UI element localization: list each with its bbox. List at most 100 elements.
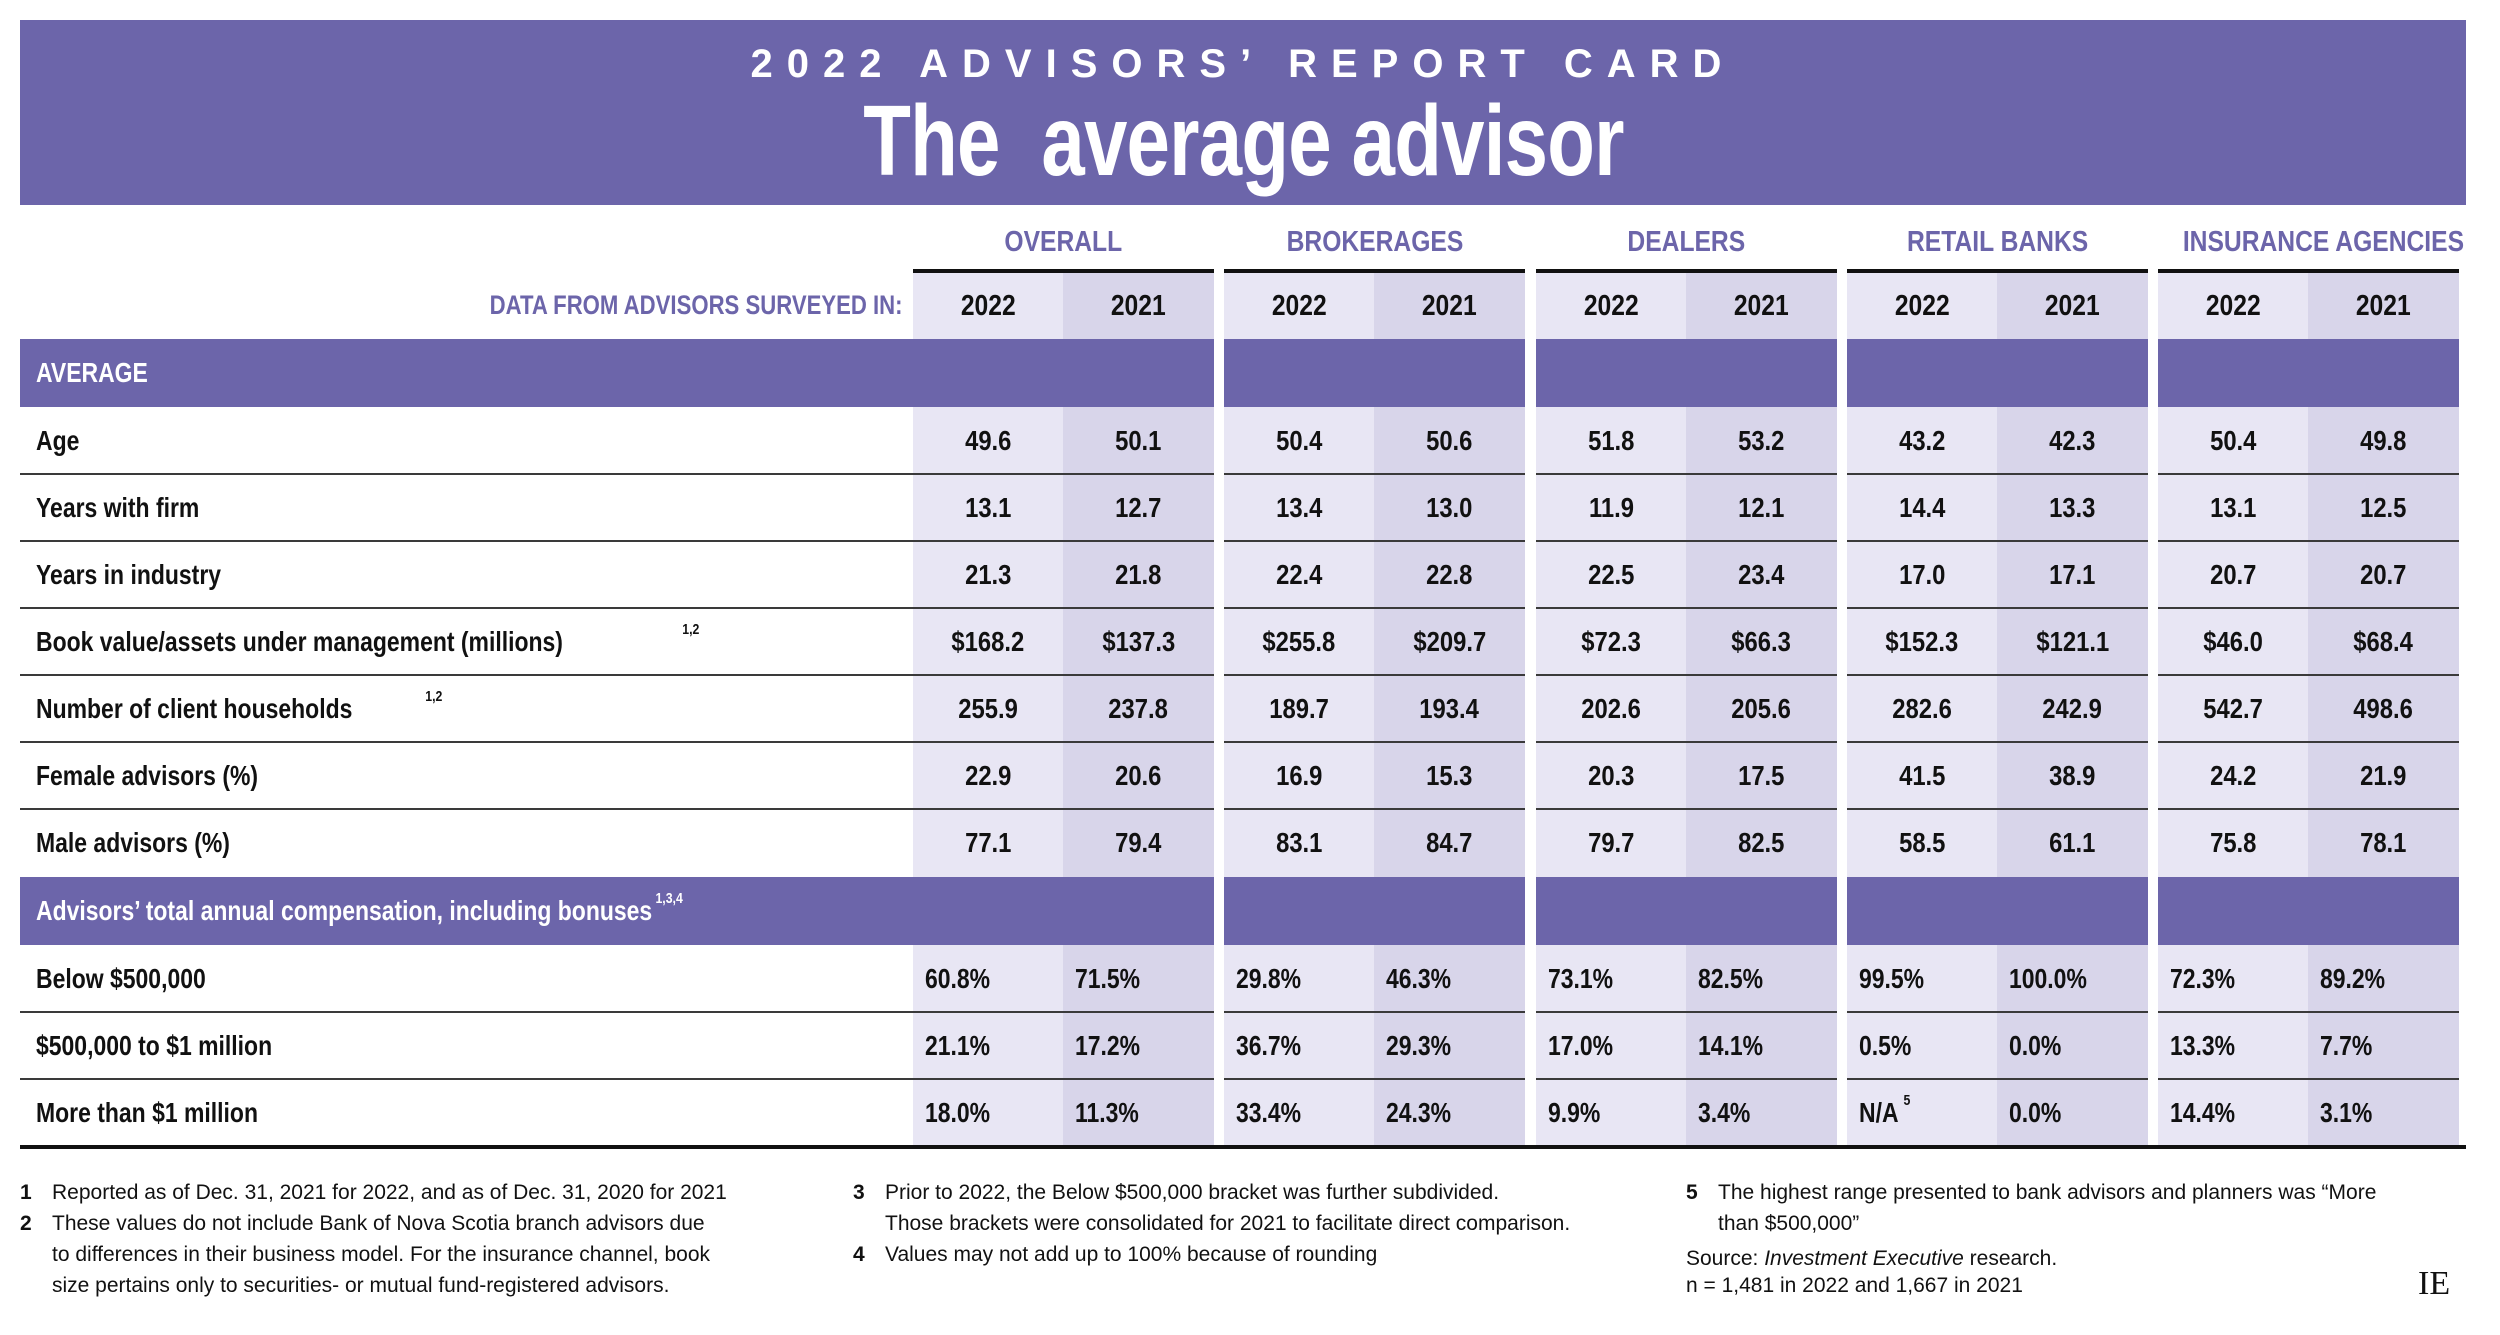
row-label-text: $500,000 to $1 million [36, 1030, 273, 1061]
year-header: 2022 [1847, 273, 1997, 339]
year-header: 2022 [2158, 273, 2308, 339]
table-cell: $68.4 [2308, 608, 2459, 675]
sample-size: n = 1,481 in 2022 and 1,667 in 2021 [1686, 1274, 2023, 1297]
cell-value: 33.4% [1236, 1097, 1302, 1128]
table-cell: 29.3% [1374, 1012, 1525, 1079]
table-cell: 498.6 [2308, 675, 2459, 742]
year-column-2021: 2021 50.6 13.0 22.8 $209.7 193.4 15.3 84.7 46.3%… [1374, 273, 1525, 1147]
row-divider [20, 1011, 913, 1013]
table-cell: 53.2 [1686, 407, 1837, 474]
row-divider [1536, 1078, 1837, 1080]
row-divider [20, 674, 913, 676]
cell-value: 11.3% [1075, 1097, 1139, 1128]
year-header-text: 2021 [1111, 290, 1166, 322]
table-cell: 79.4 [1063, 809, 1214, 876]
table-cell: 41.5 [1847, 742, 1997, 809]
table-cell: 73.1% [1536, 945, 1686, 1012]
row-divider [2158, 808, 2459, 810]
year-header-text: 2021 [2045, 290, 2100, 322]
table-cell: 542.7 [2158, 675, 2308, 742]
cell-value: 43.2 [1898, 425, 1946, 456]
table-cell: 13.3% [2158, 1012, 2308, 1079]
cell-value: 100.0% [2009, 963, 2087, 994]
cell-value: 21.3 [964, 559, 1012, 590]
survey-year-label: DATA FROM ADVISORS SURVEYED IN: [300, 285, 903, 325]
table-cell: 22.4 [1224, 541, 1374, 608]
cell-value: $152.3 [1885, 626, 1959, 657]
row-divider [1536, 741, 1837, 743]
table-cell: 24.3% [1374, 1079, 1525, 1146]
row-divider [2158, 674, 2459, 676]
table-cell: 75.8 [2158, 809, 2308, 876]
cell-value: 14.1% [1698, 1030, 1764, 1061]
row-divider [2158, 473, 2459, 475]
table-cell: 61.1 [1997, 809, 2148, 876]
cell-value: 12.1 [1738, 492, 1785, 523]
table-cell: 22.8 [1374, 541, 1525, 608]
table-cell: 100.0% [1997, 945, 2148, 1012]
cell-value: 202.6 [1581, 693, 1641, 724]
cell-value: $137.3 [1102, 626, 1175, 657]
cell-value: 189.7 [1269, 693, 1329, 724]
table-cell: 11.9 [1536, 474, 1686, 541]
cell-value: 58.5 [1898, 827, 1946, 858]
cell-value: 20.7 [2360, 559, 2407, 590]
cell-value: 11.9 [1588, 492, 1634, 523]
cell-value: 61.1 [2049, 827, 2096, 858]
cell-value: 498.6 [2353, 693, 2414, 724]
row-divider [1536, 473, 1837, 475]
table-cell: 17.1 [1997, 541, 2148, 608]
table-cell: 99.5% [1847, 945, 1997, 1012]
cell-value: 79.7 [1587, 827, 1635, 858]
footnote-text: Those brackets were consolidated for 202… [885, 1212, 1571, 1235]
group-top-rule [1847, 269, 2148, 273]
table-cell: 7.7% [2308, 1012, 2459, 1079]
table-cell: N/A 5 [1847, 1079, 1997, 1146]
row-divider [1536, 540, 1837, 542]
year-column-2022: 2022 43.2 14.4 17.0 $152.3 282.6 41.5 58.5 99.5%… [1847, 273, 1997, 1147]
footnote-text: Reported as of Dec. 31, 2021 for 2022, a… [52, 1181, 727, 1204]
table-cell: 83.1 [1224, 809, 1374, 876]
row-divider [913, 473, 1214, 475]
cell-value: $66.3 [1731, 626, 1792, 657]
cell-value: 15.3 [1426, 760, 1473, 791]
table-cell: 0.5% [1847, 1012, 1997, 1079]
cell-value: 50.4 [1275, 425, 1323, 456]
cell-value: 237.8 [1108, 693, 1169, 724]
section-label-average: AVERAGE [36, 339, 172, 407]
cell-value: 542.7 [2203, 693, 2263, 724]
cell-value: 14.4 [1898, 492, 1946, 523]
row-divider [913, 1078, 1214, 1080]
footnote-ref: 1,2 [681, 621, 700, 638]
table-cell: $209.7 [1374, 608, 1525, 675]
section-band-compensation [20, 877, 913, 945]
group-band-compensation [1847, 877, 2148, 945]
row-divider [1847, 674, 2148, 676]
row-divider [20, 607, 913, 609]
table-cell: 78.1 [2308, 809, 2459, 876]
table-cell: 9.9% [1536, 1079, 1686, 1146]
table-cell: 20.3 [1536, 742, 1686, 809]
table-cell: $152.3 [1847, 608, 1997, 675]
group-band-compensation [913, 877, 1214, 945]
section-label-compensation-text: Advisors’ total annual compensation, inc… [36, 890, 683, 926]
footnote-ref: 1,3,4 [655, 890, 683, 907]
row-divider [913, 741, 1214, 743]
cell-value: 17.0% [1548, 1030, 1614, 1061]
cell-value: 20.7 [2209, 559, 2257, 590]
cell-value: 49.6 [964, 425, 1012, 456]
row-divider [20, 473, 913, 475]
cell-value: 12.7 [1115, 492, 1162, 523]
table-cell: 23.4 [1686, 541, 1837, 608]
cell-value: 75.8 [2209, 827, 2257, 858]
table-cell: 13.3 [1997, 474, 2148, 541]
cell-value: 46.3% [1386, 963, 1452, 994]
table-cell: 82.5% [1686, 945, 1837, 1012]
footnote-ref: 1,2 [425, 688, 443, 705]
group-header: INSURANCE AGENCIES [2158, 222, 2464, 262]
cell-footnote: 5 [1901, 1079, 1911, 1146]
cell-value: 0.0% [2009, 1097, 2062, 1128]
cell-value: 255.9 [958, 693, 1018, 724]
row-label: $500,000 to $1 million [36, 1012, 324, 1079]
row-label: Number of client households 1,2 [36, 675, 447, 742]
